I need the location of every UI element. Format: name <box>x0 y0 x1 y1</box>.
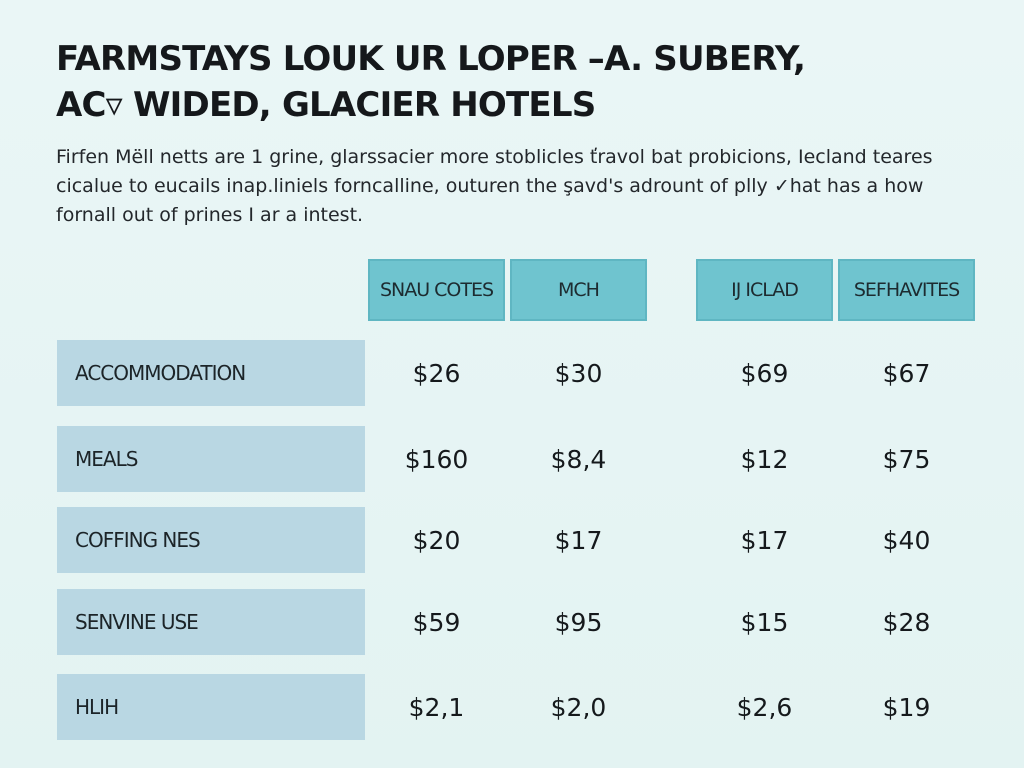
table-cell: $59 <box>412 607 461 637</box>
table-cell: $160 <box>404 444 469 474</box>
table-cell: $75 <box>882 444 931 474</box>
table-cell: $67 <box>882 358 931 388</box>
table-cell: $40 <box>882 525 931 555</box>
row-label: SENVINE USE <box>57 589 365 655</box>
row-label: MEALS <box>57 426 365 492</box>
row-label: ACCOMMODATION <box>57 340 365 406</box>
column-header: SNAU COTES <box>368 259 505 321</box>
table-cell: $17 <box>554 525 603 555</box>
table-cell: $8,4 <box>550 444 607 474</box>
title-line-1: FARMSTAYS LOUK UR LOPER –A. SUBERY, <box>56 39 806 79</box>
column-header: SEFHAVITES <box>838 259 975 321</box>
table-cell: $19 <box>882 692 931 722</box>
intro-line-1: Firfen Mëll netts are 1 grine, glarssaci… <box>56 146 933 168</box>
table-cell: $69 <box>740 358 789 388</box>
intro-line-2: cicalue to eucails inap.liniels forncall… <box>56 175 924 197</box>
table-cell: $28 <box>882 607 931 637</box>
table-cell: $15 <box>740 607 789 637</box>
column-header: MCH <box>510 259 647 321</box>
page-title: FARMSTAYS LOUK UR LOPER –A. SUBERY, AC▿ … <box>56 36 976 128</box>
table-cell: $17 <box>740 525 789 555</box>
table-cell: $95 <box>554 607 603 637</box>
table-cell: $2,1 <box>408 692 465 722</box>
table-cell: $2,0 <box>550 692 607 722</box>
intro-line-3: fornall out of prines I ar a intest. <box>56 204 364 226</box>
table-cell: $12 <box>740 444 789 474</box>
column-header: IJ ICLAD <box>696 259 833 321</box>
title-line-2: AC▿ WIDED, GLACIER HOTELS <box>56 85 596 125</box>
table-cell: $2,6 <box>736 692 793 722</box>
table-cell: $20 <box>412 525 461 555</box>
row-label: HLIH <box>57 674 365 740</box>
intro-paragraph: Firfen Mëll netts are 1 grine, glarssaci… <box>56 143 956 230</box>
row-label: COFFING NES <box>57 507 365 573</box>
table-cell: $26 <box>412 358 461 388</box>
table-cell: $30 <box>554 358 603 388</box>
